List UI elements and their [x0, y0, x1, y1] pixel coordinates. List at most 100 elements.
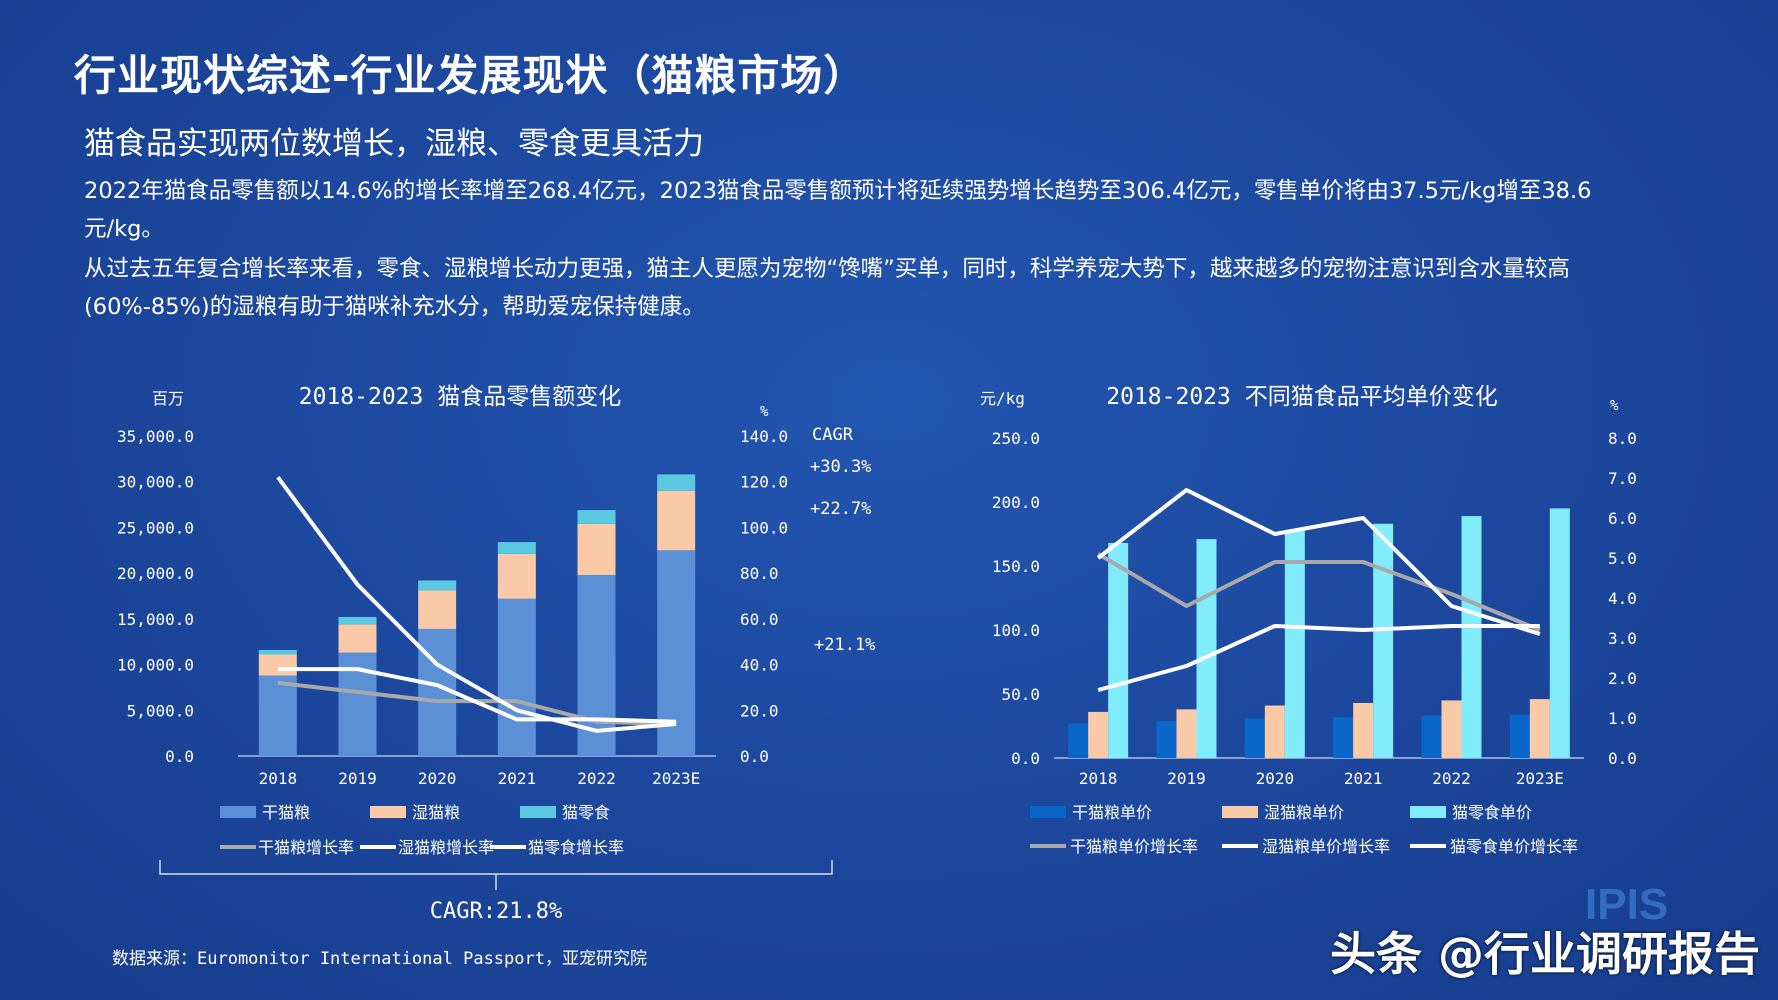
line-dry-growth-legend: 干猫粮增长率: [258, 838, 354, 857]
x-tick-label: 2019: [338, 769, 377, 788]
watermark-text: 头条 @行业调研报告: [1330, 927, 1761, 981]
line-wet-growth-legend: 湿猫粮增长率: [398, 838, 494, 857]
y-tick-label: 35,000.0: [117, 427, 194, 446]
bar-snack: [577, 510, 616, 524]
cagr-header: CAGR: [812, 425, 854, 445]
bar-snack: [497, 542, 536, 554]
legend-wet-food: 湿猫粮: [412, 803, 460, 822]
y-tick-label: 100.0: [992, 621, 1040, 640]
ipis-logo: IPIS: [1585, 880, 1745, 970]
bar-snack-price-legend-swatch: [1410, 806, 1446, 818]
y2-tick-label: 0.0: [1608, 749, 1637, 768]
legend-dry-food-swatch: [220, 806, 256, 818]
bar-wet-price: [1176, 709, 1197, 758]
total-cagr-label: CAGR:21.8%: [430, 899, 562, 924]
y-tick-label: 0.0: [165, 747, 194, 766]
bar-dry-food: [497, 598, 536, 756]
y2-tick-label: 100.0: [740, 518, 788, 537]
y2-axis-unit: %: [760, 404, 769, 420]
y2-tick-label: 1.0: [1608, 709, 1637, 728]
unit-price-chart: 元/kg 2018-2023 不同猫食品平均单价变化 % 0.0 50.0 100.0 15…: [980, 384, 1637, 856]
bar-dry-price: [1244, 718, 1265, 758]
y-tick-label: 15,000.0: [117, 610, 194, 629]
y-tick-label: 5,000.0: [127, 701, 194, 720]
y-tick-label: 20,000.0: [117, 564, 194, 583]
bar-dry-price-legend: 干猫粮单价: [1072, 803, 1152, 822]
bar-dry-price: [1333, 717, 1354, 758]
line-snack-growth-legend: 猫零食增长率: [528, 838, 624, 857]
line-snack-price-growth: [1096, 488, 1541, 636]
legend-dry-food: 干猫粮: [262, 803, 310, 822]
logo-text: IPIS: [1585, 880, 1669, 929]
line-dry-price-growth: [1097, 552, 1541, 632]
line-dry-price-growth-legend: 干猫粮单价增长率: [1070, 837, 1198, 856]
y-axis-unit: 百万: [152, 389, 184, 408]
x-tick-label: 2018: [259, 769, 298, 788]
y2-tick-label: 8.0: [1608, 429, 1637, 448]
line-wet-growth: [277, 667, 677, 724]
bar-wet-food: [338, 624, 377, 653]
bar-snack: [258, 649, 297, 655]
y-tick-label: 30,000.0: [117, 473, 194, 492]
bar-wet-price-legend-swatch: [1222, 806, 1258, 818]
cagr-label: +30.3%: [810, 457, 871, 477]
line-wet-price-growth: [1097, 624, 1540, 692]
line-snack-price-growth-legend: 猫零食单价增长率: [1450, 837, 1578, 856]
page-title: 行业现状综述-行业发展现状（猫粮市场）: [74, 51, 867, 100]
bar-snack-price: [1284, 530, 1305, 758]
bar-wet-food: [258, 654, 297, 676]
x-tick-label: 2019: [1167, 769, 1206, 788]
paragraph-retail-summary: 2022年猫食品零售额以14.6%的增长率增至268.4亿元，2023猫食品零售…: [84, 178, 1592, 242]
x-tick-label: 2021: [1344, 769, 1383, 788]
y-tick-label: 200.0: [992, 493, 1040, 512]
y2-tick-label: 80.0: [740, 564, 779, 583]
y2-tick-label: 4.0: [1608, 589, 1637, 608]
bar-dry-price: [1421, 715, 1442, 758]
data-source-note: 数据来源：Euromonitor International Passport，…: [112, 949, 647, 969]
legend-wet-food-swatch: [370, 806, 406, 818]
y2-tick-label: 5.0: [1608, 549, 1637, 568]
y2-tick-label: 6.0: [1608, 509, 1637, 528]
y2-tick-label: 140.0: [740, 427, 788, 446]
y-tick-label: 10,000.0: [117, 656, 194, 675]
y2-tick-label: 7.0: [1608, 469, 1637, 488]
x-tick-label: 2022: [577, 769, 616, 788]
y2-tick-label: 20.0: [740, 701, 779, 720]
legend-snack-swatch: [520, 806, 556, 818]
line-snack-growth: [276, 475, 677, 733]
y-tick-label: 0.0: [1011, 749, 1040, 768]
x-tick-label: 2023E: [652, 769, 700, 788]
retail-sales-chart: 百万 2018-2023 猫食品零售额变化% 0.0 5,000.0 10,000.0 1…: [117, 384, 875, 924]
bar-snack-price: [1108, 542, 1129, 758]
bar-wet-food: [418, 590, 457, 629]
bar-snack-price: [1373, 523, 1394, 758]
paragraph-cagr-analysis: 从过去五年复合增长率来看，零食、湿粮增长动力更强，猫主人更愿为宠物“馋嘴”买单，…: [84, 256, 1570, 320]
bar-dry-price: [1068, 723, 1089, 758]
x-tick-label: 2022: [1432, 769, 1471, 788]
bar-wet-price: [1088, 711, 1109, 758]
y2-tick-label: 0.0: [740, 747, 769, 766]
y-tick-label: 50.0: [1001, 685, 1040, 704]
bar-dry-price-legend-swatch: [1030, 806, 1066, 818]
bar-snack-price: [1196, 539, 1217, 758]
y-tick-label: 25,000.0: [117, 518, 194, 537]
x-tick-label: 2023E: [1516, 769, 1564, 788]
bar-snack-price: [1461, 516, 1482, 758]
x-tick-label: 2020: [418, 769, 457, 788]
bar-wet-price: [1529, 699, 1550, 758]
bar-wet-price-legend: 湿猫粮单价: [1264, 803, 1344, 822]
legend-snack: 猫零食: [562, 803, 610, 822]
bar-wet-food: [497, 553, 536, 599]
y-axis-unit: 元/kg: [980, 389, 1025, 408]
y-tick-label: 250.0: [992, 429, 1040, 448]
bar-wet-food: [577, 523, 616, 575]
bar-dry-price: [1156, 720, 1177, 758]
cagr-label: +22.7%: [810, 499, 871, 519]
y2-tick-label: 60.0: [740, 610, 779, 629]
y-tick-label: 150.0: [992, 557, 1040, 576]
cagr-bracket: [159, 860, 833, 890]
bar-wet-price: [1353, 702, 1374, 758]
line-wet-price-growth-legend: 湿猫粮单价增长率: [1262, 837, 1390, 856]
y2-axis-unit: %: [1610, 398, 1619, 414]
bar-wet-price: [1264, 705, 1285, 758]
